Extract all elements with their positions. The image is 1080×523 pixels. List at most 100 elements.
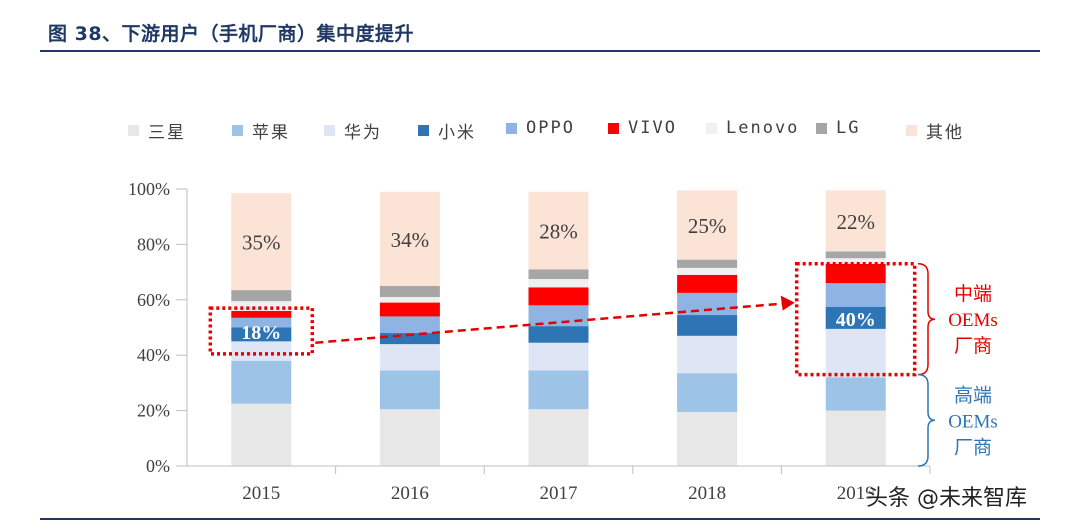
high-end-label: 高端: [954, 384, 992, 406]
legend-label: LG: [836, 118, 861, 138]
high-end-label: 厂商: [954, 436, 992, 458]
segment-label: 35%: [242, 231, 281, 255]
bar-segment: [528, 269, 589, 280]
highlight-box-2019: [794, 262, 917, 377]
bar-segment: [379, 297, 440, 303]
bar-segment: [677, 373, 738, 412]
bar-segment: [528, 326, 589, 343]
bar-segment: [231, 327, 292, 342]
bar-segment: [231, 317, 292, 328]
trend-arrow-line: [315, 302, 783, 344]
legend-label: 三星: [148, 123, 186, 143]
x-tick-label: 2016: [391, 483, 429, 504]
legend-item: 其他: [906, 118, 964, 143]
legend-label: OPPO: [526, 118, 575, 138]
bar-segment: [231, 301, 292, 311]
legend-item: LG: [816, 118, 860, 138]
segment-label: 34%: [391, 228, 430, 252]
highlight-box-2015: [208, 306, 315, 356]
mid-range-label: 厂商: [954, 335, 992, 357]
bar-segment: [379, 285, 440, 298]
bar-segment: [825, 283, 886, 307]
bar-segment: [825, 258, 886, 264]
title-divider: [40, 50, 1040, 52]
legend-item: OPPO: [506, 118, 575, 138]
bar-segment: [231, 310, 292, 318]
bar-segment: [379, 409, 440, 466]
segment-label: 25%: [688, 214, 727, 238]
bar-segment: [825, 306, 886, 329]
legend-label: 其他: [926, 123, 964, 143]
legend-label: 小米: [438, 123, 476, 143]
y-tick-label: 100%: [128, 179, 170, 199]
bottom-divider: [40, 518, 1040, 520]
bar-segment: [677, 274, 738, 293]
bar-segment: [528, 305, 589, 327]
bar-segment: [825, 251, 886, 259]
legend-item: 苹果: [232, 118, 290, 143]
bar-segment: [379, 302, 440, 317]
bar-segment: [231, 403, 292, 466]
bar-segment: [528, 287, 589, 306]
legend-swatch: [418, 125, 429, 136]
bar-segment: [677, 190, 738, 260]
legend-swatch: [506, 122, 517, 134]
legend-swatch: [816, 122, 827, 134]
bar-segment: [677, 335, 738, 374]
bar-segment: [825, 263, 886, 284]
high-end-label: OEMs: [948, 411, 998, 432]
legend-item: 华为: [324, 118, 382, 143]
y-tick-label: 80%: [137, 234, 170, 254]
bar-segment: [379, 344, 440, 371]
legend-swatch: [232, 125, 243, 136]
legend-swatch: [906, 125, 917, 136]
bar-segment: [677, 411, 738, 466]
bar-segment: [231, 193, 292, 291]
x-tick-label: 2018: [688, 483, 726, 504]
bar-segment: [825, 328, 886, 378]
bar-segment: [231, 341, 292, 361]
mid-range-bracket: [917, 263, 936, 376]
bar-segment: [528, 342, 589, 371]
segment-label: 28%: [539, 220, 578, 244]
x-tick-label: 2019: [837, 483, 875, 504]
bar-segment: [528, 191, 589, 270]
legend-label: VIVO: [628, 118, 677, 138]
legend-swatch: [706, 122, 717, 134]
box-label-2015: 18%: [241, 322, 281, 344]
bar-segment: [231, 290, 292, 302]
bar-segment: [677, 315, 738, 336]
box-label-2019: 40%: [836, 309, 876, 331]
bar-segment: [825, 410, 886, 466]
figure-title: 图 38、下游用户（手机厂商）集中度提升: [48, 23, 415, 45]
bar-segment: [677, 259, 738, 268]
y-tick-label: 20%: [137, 401, 170, 421]
bar-segment: [825, 377, 886, 411]
bar-segment: [379, 370, 440, 410]
legend-swatch: [324, 125, 335, 136]
mid-range-label: 中端: [954, 283, 992, 305]
bar-segment: [379, 333, 440, 345]
trend-arrowhead: [780, 295, 795, 311]
bar-segment: [528, 409, 589, 466]
segment-label: 22%: [836, 210, 875, 234]
x-tick-label: 2015: [242, 483, 280, 504]
legend-item: VIVO: [608, 118, 677, 138]
y-tick-label: 60%: [137, 290, 170, 310]
high-end-bracket: [917, 373, 936, 467]
legend-item: 小米: [418, 118, 476, 143]
x-tick-label: 2017: [540, 483, 578, 504]
bar-segment: [379, 191, 440, 286]
bar-segment: [825, 190, 886, 252]
legend-label: 苹果: [252, 123, 290, 143]
bar-segment: [528, 370, 589, 410]
bar-segment: [379, 316, 440, 334]
legend-item: Lenovo: [706, 118, 799, 138]
bar-segment: [677, 267, 738, 275]
mid-range-label: OEMs: [948, 310, 998, 331]
watermark: 头条 @未来智库: [866, 486, 1027, 511]
bar-segment: [231, 360, 292, 404]
legend-swatch: [128, 125, 139, 136]
legend-label: Lenovo: [726, 118, 800, 138]
